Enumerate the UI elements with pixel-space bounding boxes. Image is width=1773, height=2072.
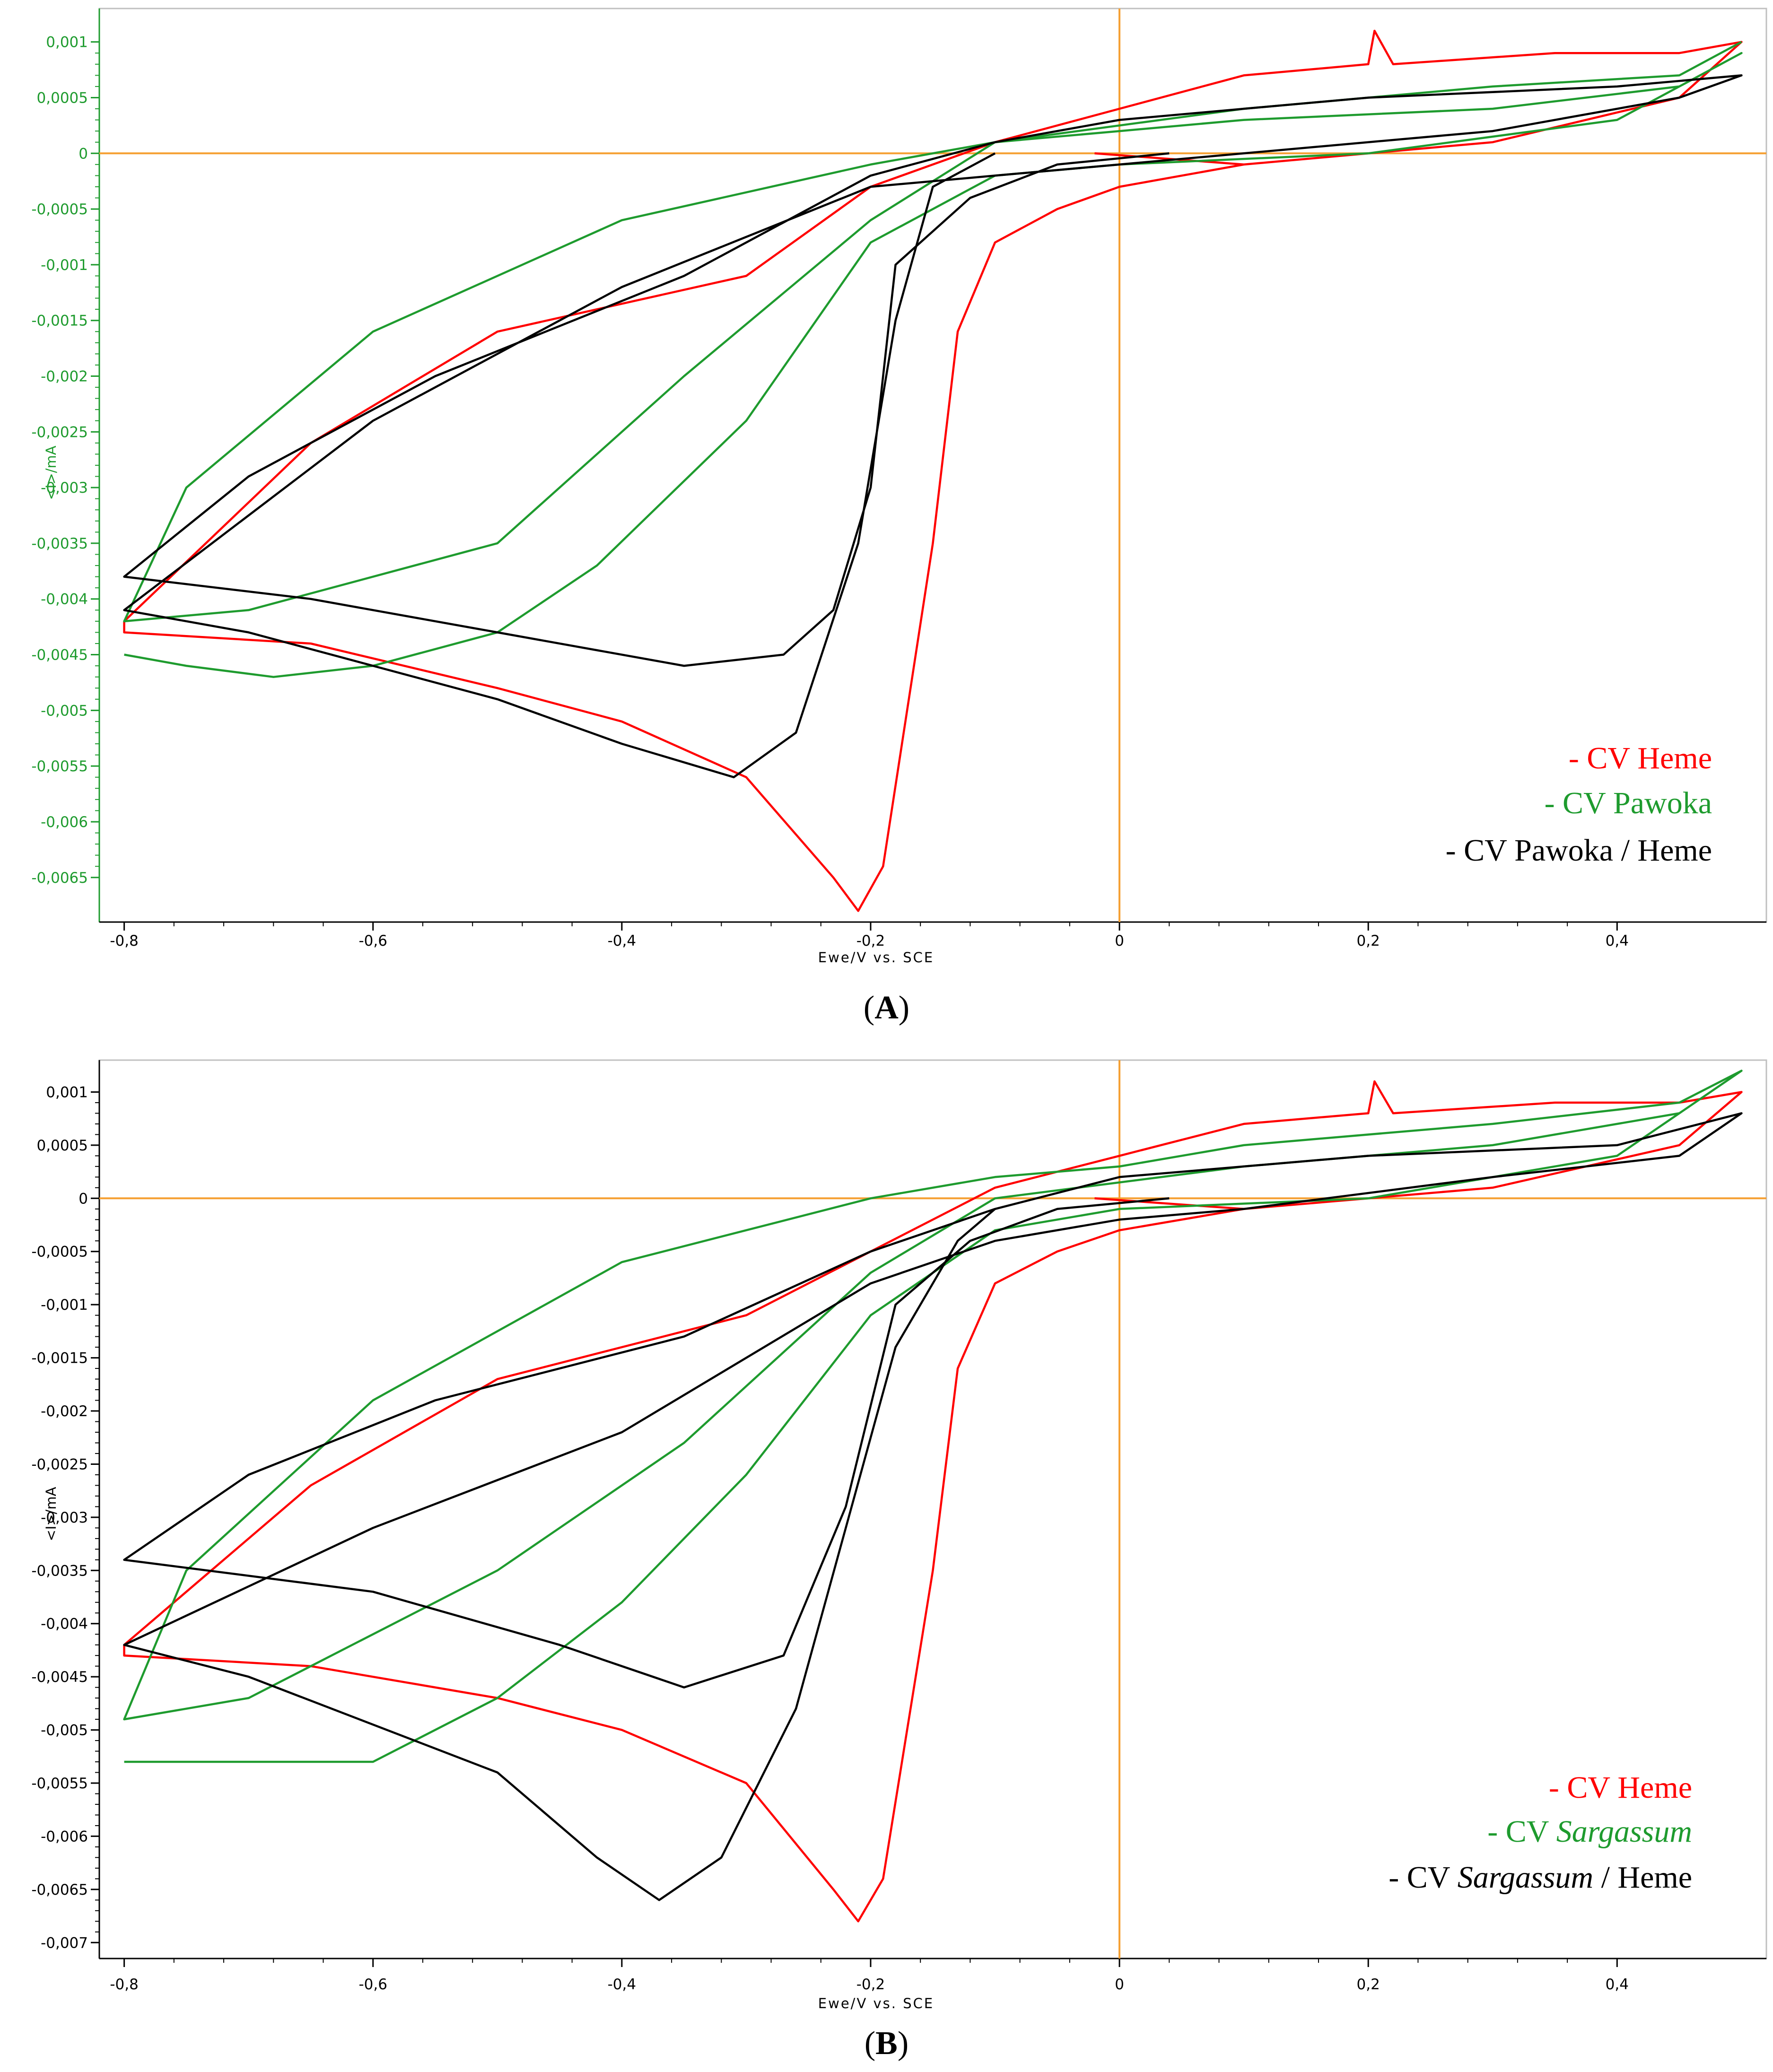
chart-b-y-tick-label: 0 <box>79 1190 88 1207</box>
chart-b-legend-text: Sargassum <box>1556 1814 1692 1849</box>
chart-b-legend-entry: - CV Sargassum / Heme <box>1389 1860 1692 1895</box>
chart-b-series-cv-heme <box>123 1080 1743 1923</box>
chart-b-x-tick-label: -0,2 <box>856 1976 885 1993</box>
chart-a-x-tick-label: -0,6 <box>358 932 387 949</box>
chart-b-y-tick-label: -0,003 <box>41 1509 88 1526</box>
chart-a-y-tick-label: 0,001 <box>46 34 88 51</box>
chart-a-legend-entry: - CV Pawoka <box>1545 786 1712 820</box>
chart-a-legend-prefix: - <box>1545 786 1563 820</box>
chart-b-y-tick-label: -0,001 <box>41 1297 88 1314</box>
chart-a-legend-prefix: - <box>1446 833 1464 868</box>
chart-b-y-tick-label: -0,007 <box>41 1934 88 1951</box>
chart-a-x-axis-label: Ewe/V vs. SCE <box>818 949 934 966</box>
chart-a-legend-text: CV Heme <box>1587 741 1712 775</box>
chart-b-series-cv-sargassum-heme <box>123 1112 1743 1901</box>
chart-a-legend-text: CV Pawoka / Heme <box>1464 833 1712 868</box>
chart-b-y-tick-label: -0,005 <box>41 1722 88 1739</box>
chart-b-y-tick-label: -0,0035 <box>31 1562 88 1579</box>
chart-b-y-tick-label: -0,004 <box>41 1616 88 1633</box>
caption-b-letter: B <box>875 2025 898 2062</box>
chart-a-x-tick-label: -0,2 <box>856 932 885 949</box>
chart-a-y-tick-label: 0 <box>79 145 88 162</box>
chart-a-y-tick-label: -0,0035 <box>31 535 88 552</box>
chart-b-legend-text: / Heme <box>1593 1860 1692 1895</box>
chart-b-x-tick-label: 0 <box>1115 1976 1124 1993</box>
chart-b-y-tick-label: -0,0005 <box>31 1244 88 1261</box>
chart-panel-b: 0,0010,00050-0,0005-0,001-0,0015-0,002-0… <box>31 1059 1767 2011</box>
chart-a-y-tick-label: -0,004 <box>41 591 88 608</box>
caption-a: (A) <box>863 990 910 1026</box>
chart-a-x-tick-label: 0,2 <box>1357 932 1380 949</box>
chart-b-y-tick-label: -0,0025 <box>31 1456 88 1473</box>
chart-b-y-tick-label: -0,006 <box>41 1828 88 1845</box>
chart-b-series-cv-sargassum <box>123 1070 1743 1763</box>
chart-b-y-tick-label: -0,0015 <box>31 1350 88 1367</box>
chart-b-x-tick-label: 0,2 <box>1357 1976 1380 1993</box>
chart-a-y-tick-label: -0,0055 <box>31 758 88 775</box>
chart-b-x-axis-label: Ewe/V vs. SCE <box>818 1995 934 2011</box>
chart-b-y-tick-label: -0,0055 <box>31 1775 88 1792</box>
chart-b-legend-entry: - CV Sargassum <box>1487 1814 1692 1849</box>
chart-b-y-tick-label: 0,0005 <box>37 1137 88 1154</box>
chart-b-legend-entry: - CV Heme <box>1549 1770 1692 1805</box>
chart-a-y-tick-label: -0,005 <box>41 702 88 719</box>
chart-a-y-tick-label: -0,001 <box>41 257 88 274</box>
chart-a-plot-frame <box>98 8 1767 923</box>
chart-b-x-tick-label: -0,8 <box>110 1976 139 1993</box>
chart-a-x-tick-label: 0 <box>1115 932 1124 949</box>
chart-a-y-tick-label: -0,0025 <box>31 424 88 441</box>
chart-b-legend-prefix: - CV <box>1487 1814 1556 1849</box>
chart-b-x-tick-label: -0,4 <box>608 1976 637 1993</box>
chart-a-legend-entry: - CV Heme <box>1569 741 1712 775</box>
chart-a-y-tick-label: 0,0005 <box>37 89 88 106</box>
chart-b-y-tick-label: -0,0065 <box>31 1881 88 1898</box>
chart-a-x-tick-label: 0,4 <box>1606 932 1629 949</box>
chart-b-y-tick-label: -0,0045 <box>31 1669 88 1686</box>
chart-a-y-axis-label: <I>/mA <box>43 445 59 500</box>
chart-a-y-tick-label: -0,0045 <box>31 647 88 664</box>
chart-a-y-tick-label: -0,0005 <box>31 201 88 218</box>
chart-panel-a: 0,0010,00050-0,0005-0,001-0,0015-0,002-0… <box>31 8 1767 966</box>
chart-a-legend-prefix: - <box>1569 741 1587 775</box>
chart-a-y-tick-label: -0,006 <box>41 814 88 831</box>
chart-a-y-tick-label: -0,0015 <box>31 313 88 330</box>
chart-b-y-tick-label: -0,002 <box>41 1403 88 1420</box>
chart-a-y-tick-label: -0,003 <box>41 479 88 496</box>
chart-a-x-tick-label: -0,8 <box>110 932 139 949</box>
chart-a-y-tick-label: -0,0065 <box>31 870 88 887</box>
caption-a-letter: A <box>874 990 899 1026</box>
chart-a-series-cv-pawoka-heme <box>123 74 1743 778</box>
chart-b-x-tick-label: 0,4 <box>1606 1976 1629 1993</box>
chart-b-legend-text: Sargassum <box>1458 1860 1593 1895</box>
chart-a-series-cv-heme <box>123 29 1743 912</box>
chart-a-series-cv-pawoka <box>123 41 1743 678</box>
chart-b-legend-prefix: - CV <box>1389 1860 1457 1895</box>
chart-b-y-tick-label: 0,001 <box>46 1084 88 1101</box>
chart-b-y-axis-label: <I>/mA <box>43 1487 59 1541</box>
chart-b-legend-prefix: - <box>1549 1770 1567 1805</box>
caption-b: (B) <box>864 2025 909 2062</box>
chart-b-legend-text: CV Heme <box>1567 1770 1692 1805</box>
chart-a-y-tick-label: -0,002 <box>41 368 88 385</box>
chart-b-x-tick-label: -0,6 <box>358 1976 387 1993</box>
chart-a-x-tick-label: -0,4 <box>608 932 637 949</box>
chart-a-legend-text: CV Pawoka <box>1563 786 1712 820</box>
chart-a-legend-entry: - CV Pawoka / Heme <box>1446 833 1712 868</box>
